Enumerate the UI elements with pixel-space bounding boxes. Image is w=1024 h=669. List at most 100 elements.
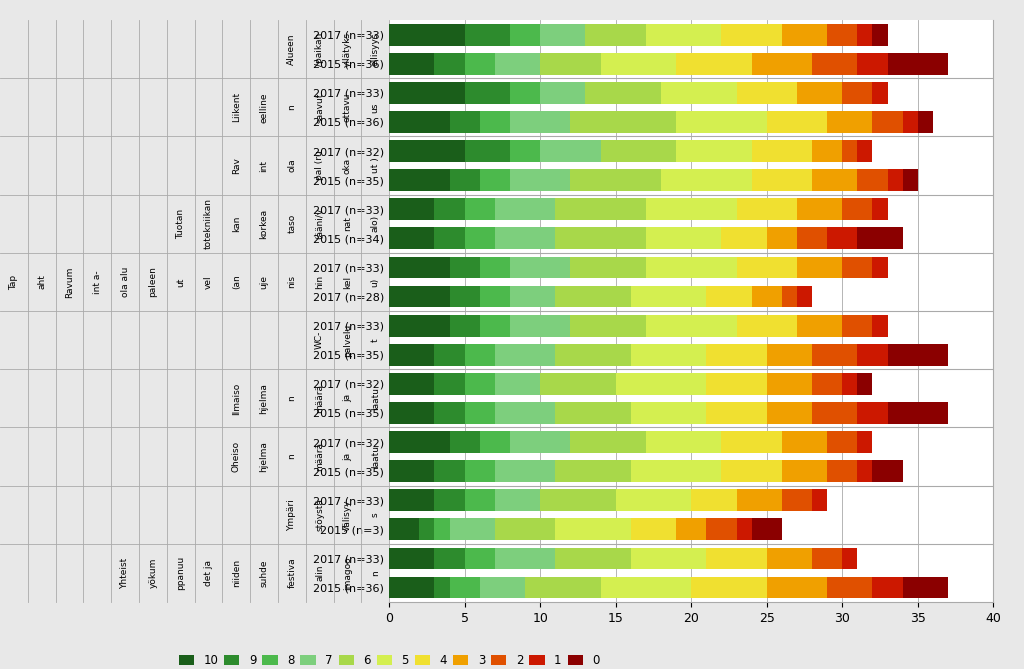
Bar xyxy=(434,518,450,541)
Text: suhde: suhde xyxy=(259,559,268,587)
Text: uje: uje xyxy=(259,275,268,289)
Text: Ympäri: Ympäri xyxy=(288,499,296,531)
Text: ut ): ut ) xyxy=(371,158,380,173)
Bar xyxy=(857,23,872,45)
Bar xyxy=(510,314,570,337)
Bar xyxy=(707,518,736,541)
Bar xyxy=(707,344,767,366)
Bar xyxy=(767,344,812,366)
Bar xyxy=(646,227,721,250)
Bar xyxy=(752,169,812,191)
Bar xyxy=(631,547,707,569)
Bar xyxy=(434,198,465,220)
Bar xyxy=(389,373,434,395)
Bar xyxy=(389,53,434,75)
Text: totekniikan: totekniikan xyxy=(204,198,213,250)
Bar xyxy=(842,373,857,395)
Text: välisyy: välisyy xyxy=(343,499,352,531)
Bar xyxy=(631,344,707,366)
Bar xyxy=(857,431,872,453)
Bar xyxy=(389,402,434,424)
Bar xyxy=(450,256,479,278)
Bar xyxy=(586,23,646,45)
Bar xyxy=(857,140,872,162)
Bar xyxy=(676,53,752,75)
Legend: 10, 9, 8, 7, 6, 5, 4, 3, 2, 1, 0: 10, 9, 8, 7, 6, 5, 4, 3, 2, 1, 0 xyxy=(174,650,604,669)
Bar xyxy=(586,82,662,104)
Bar xyxy=(857,53,888,75)
Text: määrä: määrä xyxy=(315,442,325,471)
Bar xyxy=(767,111,827,133)
Bar xyxy=(570,431,646,453)
Text: det ja: det ja xyxy=(204,560,213,586)
Bar xyxy=(646,23,721,45)
Bar xyxy=(450,111,479,133)
Text: eelline: eelline xyxy=(259,92,268,122)
Text: kan: kan xyxy=(231,215,241,232)
Bar xyxy=(767,373,812,395)
Text: kel: kel xyxy=(343,276,352,288)
Text: yllätyks: yllätyks xyxy=(343,31,352,67)
Bar xyxy=(510,111,570,133)
Text: imagoo: imagoo xyxy=(343,556,352,590)
Bar xyxy=(752,53,812,75)
Bar xyxy=(389,140,465,162)
Text: aht: aht xyxy=(37,274,46,290)
Text: Alueen: Alueen xyxy=(288,33,296,65)
Bar xyxy=(510,431,570,453)
Bar xyxy=(434,227,465,250)
Bar xyxy=(389,256,450,278)
Bar xyxy=(510,140,541,162)
Bar xyxy=(827,460,857,482)
Bar xyxy=(479,169,510,191)
Bar xyxy=(857,344,888,366)
Bar xyxy=(541,373,615,395)
Text: nat: nat xyxy=(343,216,352,231)
Bar xyxy=(555,286,631,308)
Bar xyxy=(389,518,420,541)
Text: n: n xyxy=(371,570,380,576)
Bar xyxy=(434,344,465,366)
Bar xyxy=(631,402,707,424)
Bar xyxy=(812,140,842,162)
Bar xyxy=(812,373,842,395)
Bar xyxy=(389,431,450,453)
Bar xyxy=(465,23,510,45)
Bar xyxy=(812,547,842,569)
Bar xyxy=(797,82,842,104)
Bar xyxy=(434,402,465,424)
Text: pal (ru: pal (ru xyxy=(315,151,325,181)
Text: festiva: festiva xyxy=(288,558,296,588)
Bar xyxy=(420,518,434,541)
Bar xyxy=(842,82,872,104)
Bar xyxy=(842,547,857,569)
Bar xyxy=(434,373,465,395)
Bar xyxy=(888,344,948,366)
Bar xyxy=(721,23,782,45)
Bar xyxy=(555,344,631,366)
Bar xyxy=(676,140,752,162)
Text: int: int xyxy=(259,160,268,171)
Bar xyxy=(389,286,450,308)
Bar xyxy=(827,23,857,45)
Bar xyxy=(434,489,465,511)
Text: s: s xyxy=(371,512,380,517)
Bar xyxy=(555,547,631,569)
Bar xyxy=(465,402,495,424)
Bar xyxy=(631,286,707,308)
Text: stöystä: stöystä xyxy=(315,498,325,531)
Bar xyxy=(903,111,918,133)
Text: n: n xyxy=(288,395,296,401)
Text: WC-: WC- xyxy=(315,331,325,349)
Bar xyxy=(541,82,586,104)
Text: u): u) xyxy=(371,278,380,286)
Text: vel: vel xyxy=(204,275,213,289)
Bar xyxy=(812,169,857,191)
Bar xyxy=(465,227,495,250)
Bar xyxy=(389,489,434,511)
Bar xyxy=(827,577,872,599)
Text: hjelma: hjelma xyxy=(259,383,268,414)
Bar xyxy=(736,518,752,541)
Bar xyxy=(903,169,918,191)
Bar xyxy=(872,256,888,278)
